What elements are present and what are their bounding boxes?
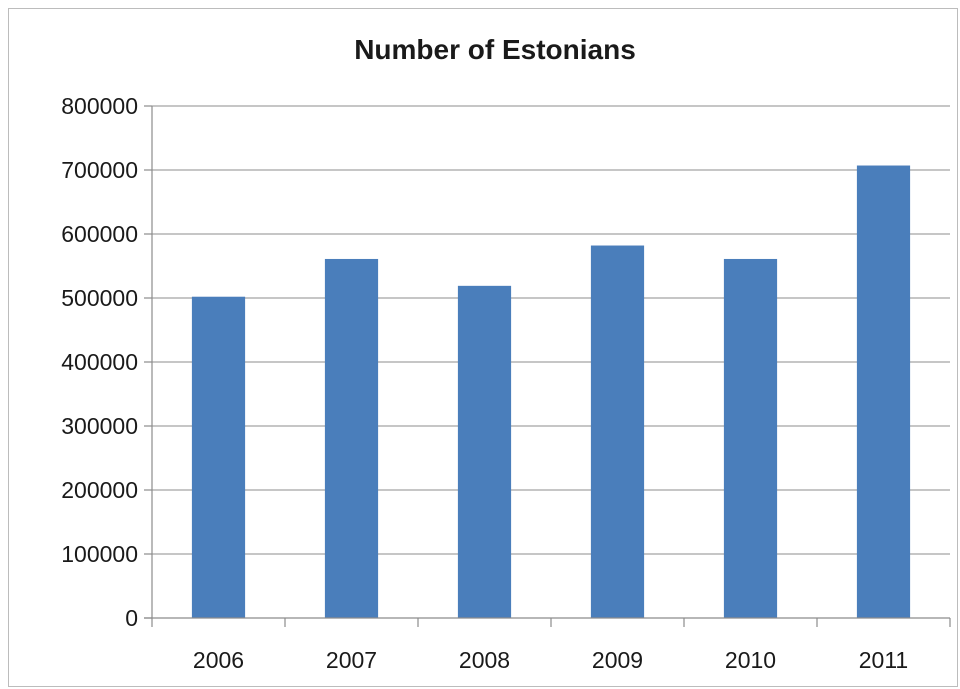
- y-tick-label: 400000: [61, 349, 138, 375]
- x-tick-label: 2007: [326, 647, 377, 673]
- x-tick-label: 2008: [459, 647, 510, 673]
- bar-2010: [723, 258, 778, 618]
- bar-2009: [590, 245, 645, 618]
- x-tick-label: 2009: [592, 647, 643, 673]
- axes: [144, 105, 951, 627]
- y-tick-label: 0: [125, 605, 138, 631]
- bar-2011: [856, 165, 911, 618]
- y-tick-label: 300000: [61, 413, 138, 439]
- y-tick-label: 800000: [61, 93, 138, 119]
- y-tick-label: 200000: [61, 477, 138, 503]
- y-tick-label: 500000: [61, 285, 138, 311]
- y-axis-tick-labels: 0 100000 200000 300000 400000 500000 600000 700…: [61, 93, 138, 631]
- y-tick-label: 600000: [61, 221, 138, 247]
- y-tick-label: 100000: [61, 541, 138, 567]
- x-tick-label: 2006: [193, 647, 244, 673]
- bar-2007: [324, 258, 379, 618]
- bar-2006: [191, 296, 246, 618]
- x-tick-label: 2010: [725, 647, 776, 673]
- bar-2008: [457, 285, 512, 618]
- x-tick-label: 2011: [859, 647, 908, 673]
- x-axis-tick-labels: 2006 2007 2008 2009 2010 2011: [193, 647, 908, 673]
- y-tick-label: 700000: [61, 157, 138, 183]
- chart-title: Number of Estonians: [354, 34, 636, 65]
- bars: [191, 165, 911, 618]
- gridlines: [144, 105, 950, 555]
